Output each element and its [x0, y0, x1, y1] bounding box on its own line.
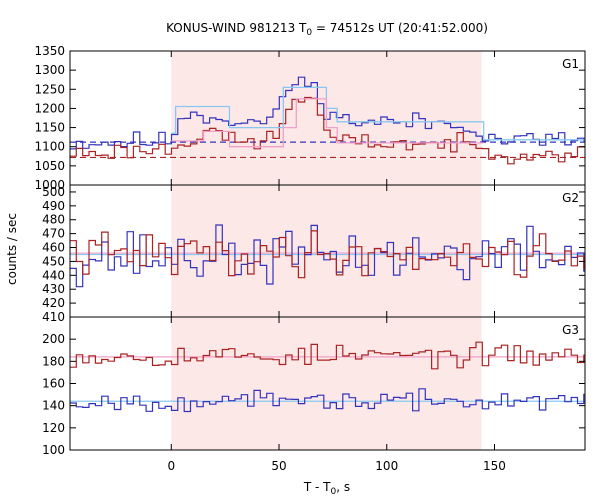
y-tick-label: 1000	[34, 178, 65, 192]
y-tick-label: 440	[42, 268, 65, 282]
y-tick-label: 500	[42, 185, 65, 199]
series-red	[70, 230, 585, 279]
series-blue	[70, 76, 585, 150]
x-tick-label: 0	[167, 459, 175, 473]
y-tick-label: 160	[42, 377, 65, 391]
y-tick-label: 480	[42, 213, 65, 227]
panel-label: G3	[562, 323, 579, 337]
x-tick-label: 150	[483, 459, 506, 473]
panel-g1: 1000 1050 1100 1150 1200 1250 1300 1350 G1	[34, 44, 586, 192]
series-red	[70, 341, 585, 370]
y-tick-label: 200	[42, 332, 65, 346]
step-fit-light_blue	[171, 86, 585, 141]
panel-g3: 100 120 140 160 180 200 G3	[42, 316, 586, 457]
panel-plot-area	[70, 224, 585, 288]
y-tick-label: 120	[42, 421, 65, 435]
panel-plot-area	[70, 341, 585, 413]
x-tick-label: 100	[375, 459, 398, 473]
y-tick-label: 140	[42, 399, 65, 413]
y-tick-label: 1300	[34, 63, 65, 77]
y-tick-label: 1200	[34, 101, 65, 115]
y-tick-label: 450	[42, 254, 65, 268]
y-tick-label: 1050	[34, 159, 65, 173]
y-tick-label: 410	[42, 310, 65, 324]
y-axis-title: counts / sec	[5, 213, 19, 285]
series-red	[70, 96, 585, 165]
y-tick-label: 180	[42, 354, 65, 368]
panel-label: G2	[562, 191, 579, 205]
y-tick-label: 100	[42, 443, 65, 457]
series-blue	[70, 388, 585, 413]
y-tick-label: 1250	[34, 82, 65, 96]
y-tick-label: 1350	[34, 44, 65, 58]
x-axis-title: T - T0, s	[303, 480, 350, 497]
x-tick-label: 50	[271, 459, 286, 473]
y-tick-label: 460	[42, 241, 65, 255]
y-tick-label: 1150	[34, 121, 65, 135]
y-tick-label: 1100	[34, 140, 65, 154]
panel-plot-area	[70, 76, 585, 165]
chart-title: KONUS-WIND 981213 T0 = 74512s UT (20:41:…	[166, 21, 488, 38]
panel-label: G1	[562, 57, 579, 71]
y-tick-label: 430	[42, 282, 65, 296]
step-fit-pink	[171, 98, 484, 148]
y-tick-label: 470	[42, 227, 65, 241]
y-tick-label: 490	[42, 199, 65, 213]
y-tick-label: 420	[42, 296, 65, 310]
